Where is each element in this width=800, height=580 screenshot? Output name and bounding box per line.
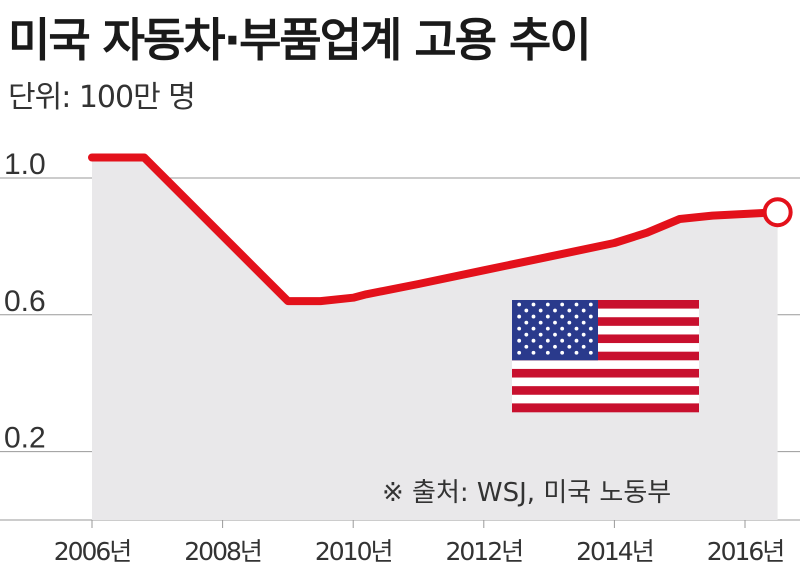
us-flag-icon — [512, 300, 699, 413]
unit-label: 단위: 100만 명 — [8, 80, 196, 115]
y-axis-ticks: 1.0 0.6 0.2 — [4, 148, 46, 455]
y-tick-label: 0.6 — [4, 285, 46, 318]
y-tick-label: 1.0 — [4, 148, 46, 181]
chart-title: 미국 자동차·부품업계 고용 추이 — [8, 13, 592, 67]
x-tick-label: 2012년 — [445, 537, 522, 566]
end-marker — [762, 197, 793, 228]
x-axis-ticks: 2006년 2008년 2010년 2012년 2014년 2016년 — [54, 520, 785, 566]
y-tick-label: 0.2 — [4, 422, 46, 455]
x-tick-label: 2016년 — [707, 537, 784, 566]
x-tick-label: 2010년 — [315, 537, 392, 566]
x-tick-label: 2014년 — [576, 537, 653, 566]
x-tick-label: 2006년 — [54, 537, 131, 566]
source-note: ※ 출처: WSJ, 미국 노동부 — [382, 478, 671, 508]
x-tick-label: 2008년 — [184, 537, 261, 566]
series-line — [88, 153, 782, 306]
